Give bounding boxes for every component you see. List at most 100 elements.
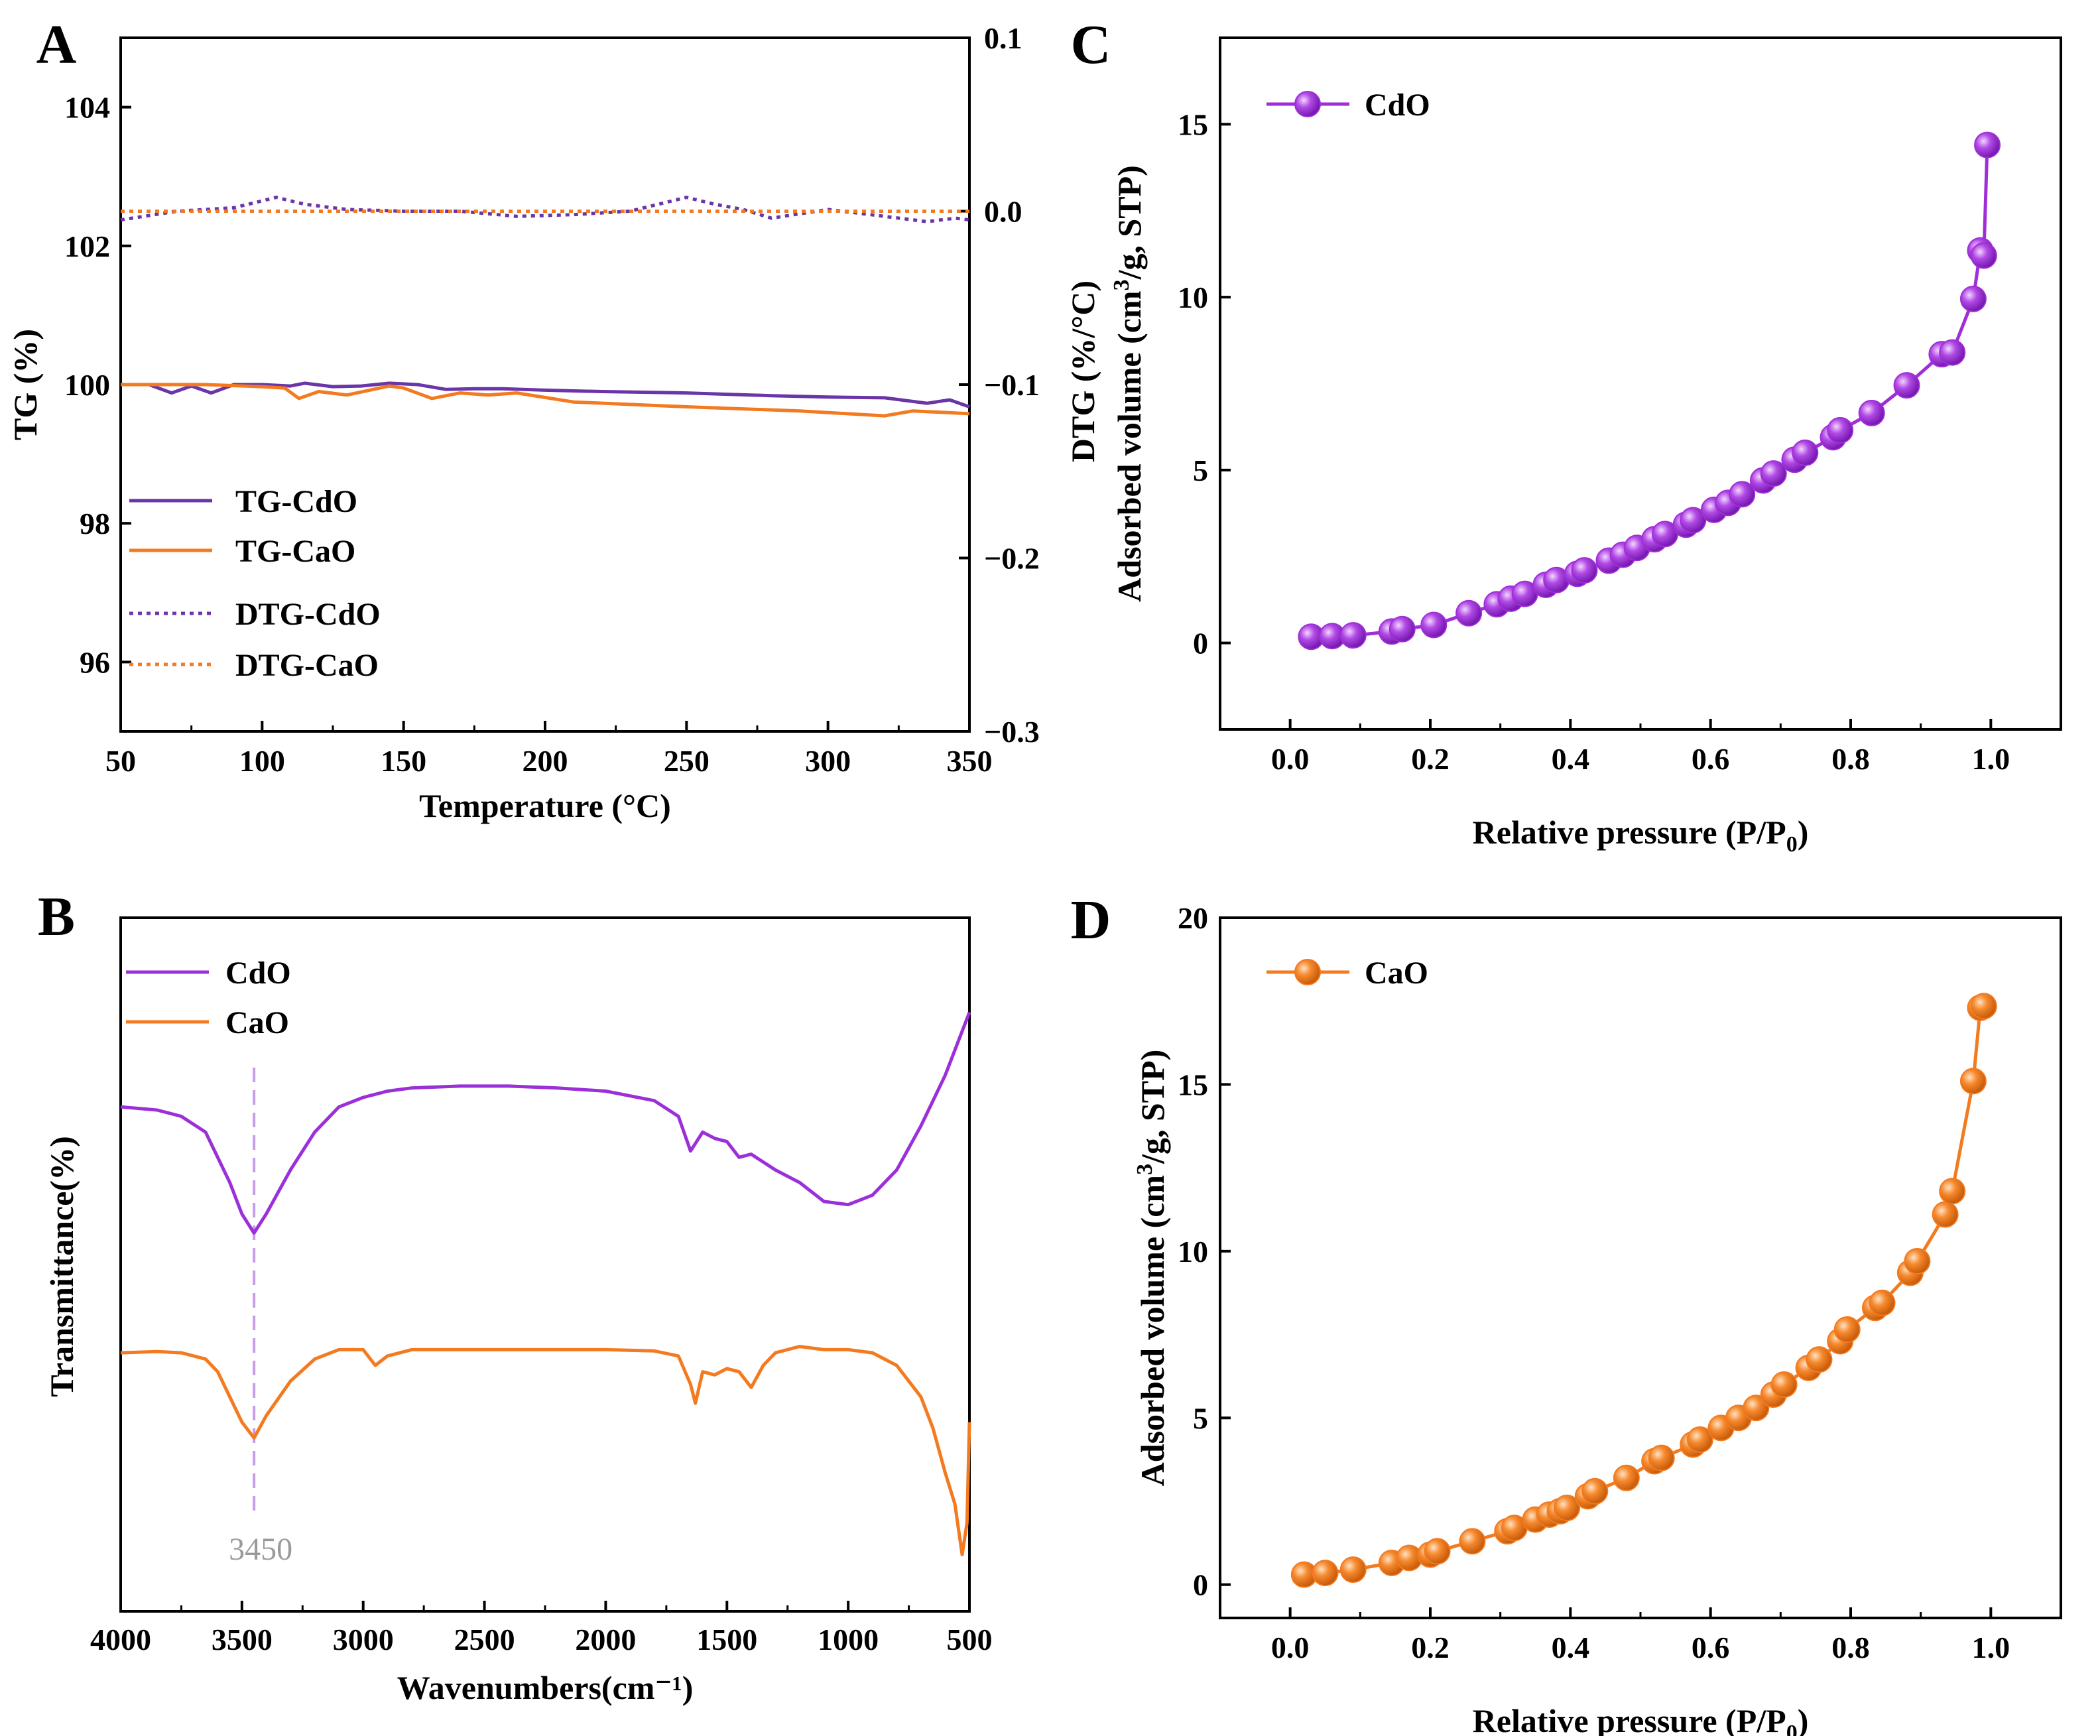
x-tick-label: 250: [664, 744, 710, 778]
x-tick-label: 0.8: [1831, 1631, 1870, 1664]
series-line-dtg-cdo: [120, 196, 970, 223]
y-tick-label: 104: [64, 91, 110, 125]
data-point: [1970, 993, 1997, 1020]
y2-tick-label: −0.1: [984, 368, 1040, 402]
y-tick-label: 0: [1193, 627, 1208, 660]
x-tick-label: 200: [523, 744, 568, 778]
x-tick-label: 1.0: [1972, 1631, 2010, 1664]
y-axis-label: Adsorbed volume (cm3/g, STP): [1133, 1050, 1171, 1487]
x-tick-label: 0.0: [1271, 1631, 1310, 1664]
data-point: [1932, 1201, 1959, 1228]
data-point: [1571, 557, 1598, 584]
x-tick-label: 3000: [333, 1623, 394, 1656]
x-axis-label: Relative pressure (P/P0): [1473, 1702, 1809, 1736]
series-line-tg-cdo: [121, 381, 970, 408]
panel-label-c: C: [1071, 14, 1111, 76]
data-point: [1680, 507, 1707, 534]
y-tick-label: 0: [1193, 1568, 1208, 1602]
data-point: [1959, 285, 1987, 312]
y-axis-label: Transmittance(%): [43, 1136, 80, 1396]
data-point: [1686, 1426, 1713, 1453]
data-point: [1312, 1560, 1339, 1587]
y-tick-label: 100: [64, 368, 110, 402]
y-tick-label: 5: [1193, 454, 1208, 487]
series-line-cdo: [120, 1011, 971, 1235]
data-point: [1554, 1495, 1581, 1522]
y-tick-label: 96: [80, 645, 110, 679]
data-point: [1459, 1528, 1486, 1555]
x-axis-label: Relative pressure (P/P0): [1473, 814, 1809, 857]
x-axis-label: Temperature (°C): [419, 787, 671, 824]
legend-label: CdO: [1365, 88, 1430, 123]
legend-label: CaO: [225, 1005, 289, 1040]
y-tick-label: 102: [64, 229, 110, 263]
data-point: [1455, 599, 1483, 627]
x-tick-label: 1.0: [1972, 742, 2010, 776]
x-axis-label: Wavenumbers(cm⁻¹): [397, 1669, 694, 1706]
legend-marker: [1294, 91, 1321, 117]
x-tick-label: 0.2: [1411, 742, 1450, 776]
data-point: [1939, 339, 1966, 366]
panel-b: B 4000 3500 3000 2500 2000 1500 1000 500 3450 Wave…: [38, 886, 993, 1706]
data-point: [1858, 399, 1885, 426]
data-point: [1939, 1178, 1966, 1205]
x-tick-label: 0.2: [1411, 1631, 1450, 1664]
y-tick-label: 98: [80, 507, 110, 540]
dtg-axis-label-group: DTG (%/°C): [1064, 280, 1101, 462]
data-point: [1959, 1068, 1987, 1095]
y2-axis-label: DTG (%/°C): [1064, 280, 1101, 462]
legend-label: DTG-CaO: [235, 648, 379, 683]
data-point: [1770, 1371, 1798, 1398]
x-tick-label: 0.6: [1692, 742, 1730, 776]
x-tick-label: 300: [805, 744, 851, 778]
series-line-cao: [120, 1345, 971, 1556]
data-point: [1339, 1556, 1367, 1583]
data-point: [1904, 1247, 1931, 1274]
data-point: [1420, 611, 1448, 639]
data-point: [1833, 1316, 1861, 1343]
legend-label: CdO: [225, 956, 291, 991]
legend-label: CaO: [1365, 956, 1428, 991]
data-point: [1339, 622, 1367, 649]
x-tick-label: 150: [381, 744, 426, 778]
y-axis-label: Adsorbed volume (cm3/g, STP): [1109, 165, 1148, 602]
y-tick-label: 20: [1178, 901, 1208, 935]
y2-tick-label: 0.0: [984, 195, 1022, 229]
x-tick-label: 4000: [90, 1623, 151, 1656]
y-tick-label: 15: [1178, 1068, 1208, 1101]
data-point: [1806, 1346, 1833, 1373]
panel-label-b: B: [38, 886, 75, 948]
y2-tick-label: −0.3: [984, 715, 1040, 749]
y-tick-label: 10: [1178, 280, 1208, 314]
legend-label: TG-CdO: [235, 484, 357, 519]
x-tick-label: 0.6: [1692, 1631, 1730, 1664]
data-point: [1970, 242, 1997, 269]
plot-frame-d: [1219, 916, 2062, 1619]
panel-d: D 0.0 0.2 0.4 0.6 0.8 1.0 0 5 10 15 20 Relative pres…: [1071, 889, 2062, 1736]
x-tick-label: 0.4: [1552, 742, 1590, 776]
legend-label: TG-CaO: [235, 534, 355, 569]
series-line-cdo: [1311, 145, 1989, 639]
x-tick-label: 3500: [212, 1623, 273, 1656]
x-tick-label: 0.8: [1831, 742, 1870, 776]
y-tick-label: 15: [1178, 107, 1208, 141]
data-point: [1869, 1289, 1896, 1316]
x-tick-label: 50: [105, 744, 136, 778]
y-tick-label: 5: [1193, 1401, 1208, 1435]
data-point: [1613, 1464, 1640, 1491]
data-point: [1792, 439, 1819, 466]
panel-label-d: D: [1071, 889, 1111, 951]
panel-a: A 50 100 150 200 250 300 350 96 98 100 102 104 0.1 0.0…: [7, 14, 1040, 824]
x-tick-label: 0.4: [1552, 1631, 1590, 1664]
panel-label-a: A: [36, 14, 77, 76]
y-axis-label: TG (%): [7, 329, 44, 440]
x-tick-label: 2000: [575, 1623, 636, 1656]
data-point: [1827, 416, 1854, 444]
y2-tick-label: 0.1: [984, 21, 1022, 55]
x-tick-label: 1000: [818, 1623, 879, 1656]
legend-label: DTG-CdO: [235, 597, 381, 632]
x-tick-label: 350: [947, 744, 993, 778]
series-line-tg-cao: [121, 383, 970, 418]
data-point: [1760, 460, 1787, 487]
data-point: [1974, 131, 2001, 158]
